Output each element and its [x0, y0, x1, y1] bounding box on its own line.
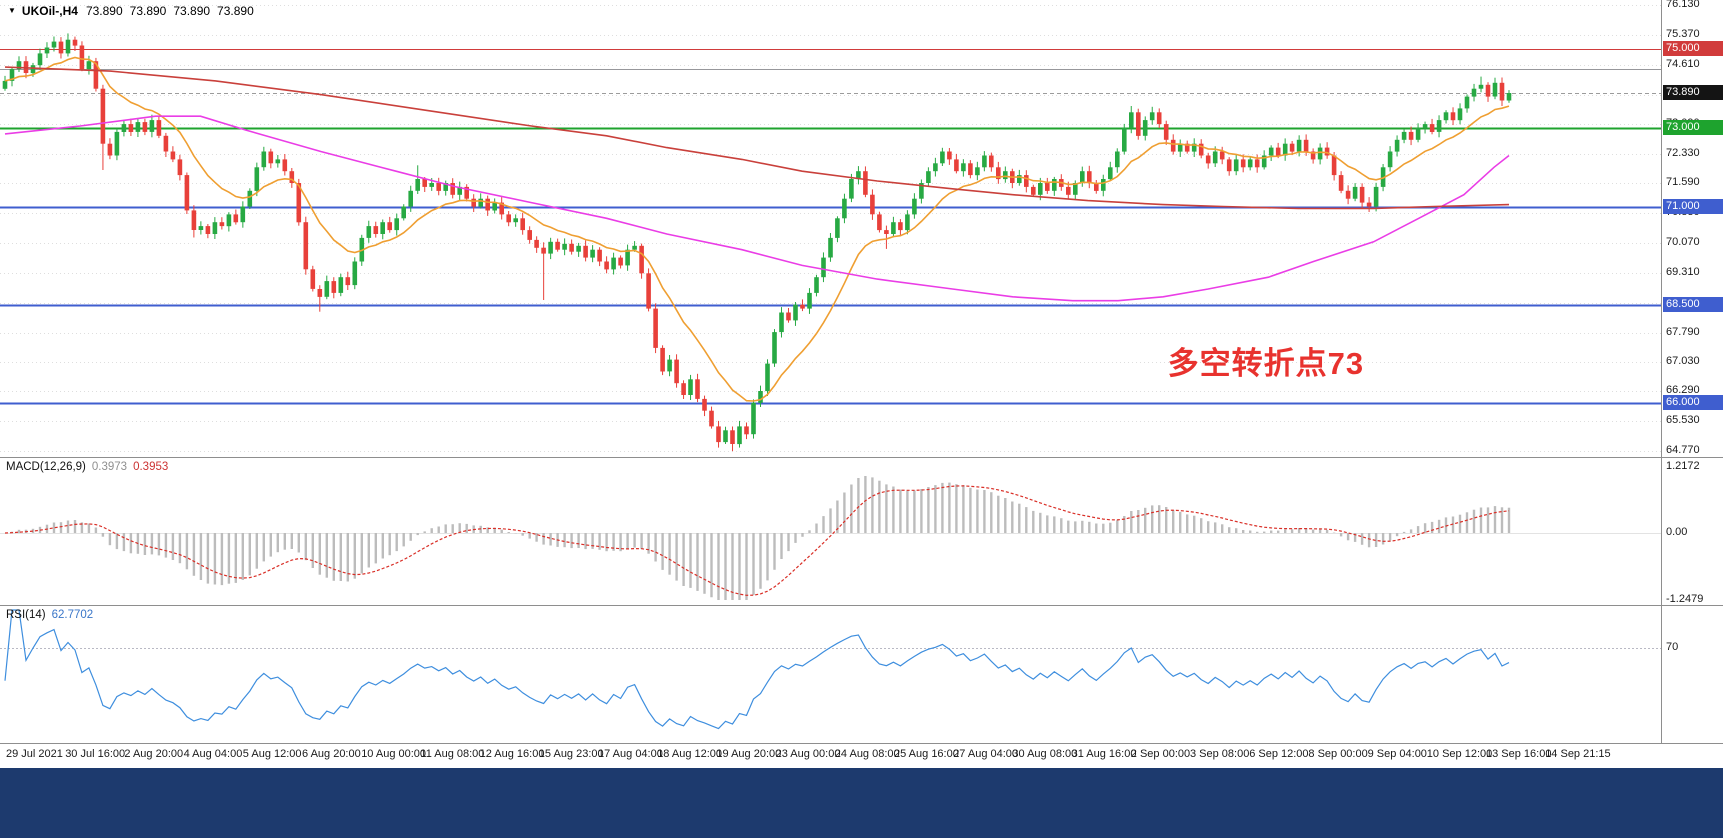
price-axis[interactable]: 76.13075.37074.61073.85073.09072.33071.5…	[1661, 0, 1723, 457]
time-tick-label: 10 Aug 00:00	[361, 748, 426, 760]
macd-signal-line	[5, 486, 1509, 595]
rsi-panel: RSI(14) 62.7702 70	[0, 606, 1723, 744]
macd-tick-label: -1.2479	[1666, 593, 1703, 606]
rsi-line	[5, 610, 1509, 729]
rsi-axis[interactable]: 70	[1661, 606, 1723, 743]
time-tick-label: 6 Aug 20:00	[302, 748, 361, 760]
time-tick-label: 24 Aug 08:00	[835, 748, 900, 760]
rsi-value: 62.7702	[52, 609, 94, 621]
time-tick-label: 14 Sep 21:15	[1545, 748, 1610, 760]
macd-chart[interactable]	[0, 458, 1661, 605]
time-tick-label: 23 Aug 00:00	[776, 748, 841, 760]
time-tick-label: 27 Aug 04:00	[953, 748, 1018, 760]
time-tick-label: 18 Aug 12:00	[657, 748, 722, 760]
macd-value-main: 0.3973	[92, 461, 127, 473]
chart-title: ▼ UKOil-,H4 73.890 73.890 73.890 73.890	[8, 4, 261, 18]
mt-chart-window: ▼ UKOil-,H4 73.890 73.890 73.890 73.890 多空转折点…	[0, 0, 1723, 838]
price-tick-label: 65.530	[1666, 414, 1700, 427]
candlestick-chart[interactable]	[0, 0, 1661, 457]
symbol-dropdown-icon[interactable]: ▼	[8, 6, 16, 15]
time-tick-label: 15 Aug 23:00	[539, 748, 604, 760]
price-level-badge: 68.500	[1663, 297, 1723, 312]
time-tick-label: 4 Aug 04:00	[184, 748, 243, 760]
rsi-name: RSI(14)	[6, 609, 46, 621]
time-tick-label: 6 Sep 12:00	[1249, 748, 1308, 760]
ohlc-high: 73.890	[130, 4, 167, 18]
rsi-label: RSI(14) 62.7702	[6, 609, 99, 621]
ohlc-close: 73.890	[217, 4, 254, 18]
macd-panel: MACD(12,26,9) 0.3973 0.3953 1.2172 0.00 -1.2…	[0, 458, 1723, 606]
time-tick-label: 19 Aug 20:00	[716, 748, 781, 760]
chart-annotation: 多空转折点73	[1168, 338, 1364, 383]
rsi-chart[interactable]	[0, 606, 1661, 743]
time-tick-label: 17 Aug 04:00	[598, 748, 663, 760]
time-tick-label: 11 Aug 08:00	[420, 748, 484, 760]
price-tick-label: 74.610	[1666, 58, 1700, 71]
price-tick-label: 75.370	[1666, 28, 1700, 41]
price-tick-label: 64.770	[1666, 444, 1700, 457]
price-level-badge: 66.000	[1663, 395, 1723, 410]
price-tick-label: 76.130	[1666, 0, 1700, 11]
time-tick-label: 13 Sep 16:00	[1486, 748, 1551, 760]
macd-histogram	[5, 476, 1509, 600]
price-chart-panel: ▼ UKOil-,H4 73.890 73.890 73.890 73.890 多空转折点…	[0, 0, 1723, 458]
time-tick-label: 10 Sep 12:00	[1427, 748, 1492, 760]
macd-axis[interactable]: 1.2172 0.00 -1.2479	[1661, 458, 1723, 605]
price-level-badge: 73.000	[1663, 120, 1723, 135]
time-tick-label: 5 Aug 12:00	[243, 748, 302, 760]
macd-value-signal: 0.3953	[133, 461, 168, 473]
price-level-badge: 71.000	[1663, 199, 1723, 214]
time-tick-label: 29 Jul 2021	[6, 748, 63, 760]
ohlc-open: 73.890	[86, 4, 123, 18]
time-tick-label: 8 Sep 00:00	[1308, 748, 1367, 760]
time-tick-label: 12 Aug 16:00	[480, 748, 545, 760]
symbol-period-label: UKOil-,H4	[22, 4, 78, 18]
levels-layer	[0, 50, 1661, 404]
ma-slow-red-line	[5, 67, 1509, 208]
macd-label: MACD(12,26,9) 0.3973 0.3953	[6, 461, 174, 473]
macd-name: MACD(12,26,9)	[6, 461, 86, 473]
time-tick-label: 2 Sep 00:00	[1131, 748, 1190, 760]
time-tick-label: 30 Aug 08:00	[1012, 748, 1077, 760]
rsi-tick-label: 70	[1666, 641, 1678, 654]
time-tick-label: 25 Aug 16:00	[894, 748, 959, 760]
macd-tick-label: 1.2172	[1666, 460, 1700, 473]
bottom-bar	[0, 768, 1723, 838]
time-axis[interactable]: 29 Jul 202130 Jul 16:002 Aug 20:004 Aug …	[0, 744, 1723, 768]
time-tick-label: 2 Aug 20:00	[124, 748, 183, 760]
price-tick-label: 67.790	[1666, 326, 1700, 339]
time-tick-label: 30 Jul 16:00	[65, 748, 125, 760]
time-tick-label: 31 Aug 16:00	[1072, 748, 1137, 760]
time-tick-label: 9 Sep 04:00	[1368, 748, 1427, 760]
price-tick-label: 69.310	[1666, 266, 1700, 279]
macd-tick-label: 0.00	[1666, 526, 1687, 539]
ohlc-low: 73.890	[173, 4, 210, 18]
current-price-badge: 73.890	[1663, 85, 1723, 100]
time-tick-label: 3 Sep 08:00	[1190, 748, 1249, 760]
price-tick-label: 70.070	[1666, 236, 1700, 249]
price-level-badge: 75.000	[1663, 41, 1723, 56]
price-tick-label: 67.030	[1666, 355, 1700, 368]
candles-layer	[3, 33, 1512, 451]
price-tick-label: 71.590	[1666, 176, 1700, 189]
price-tick-label: 72.330	[1666, 147, 1700, 160]
grid-layer	[0, 6, 1661, 452]
